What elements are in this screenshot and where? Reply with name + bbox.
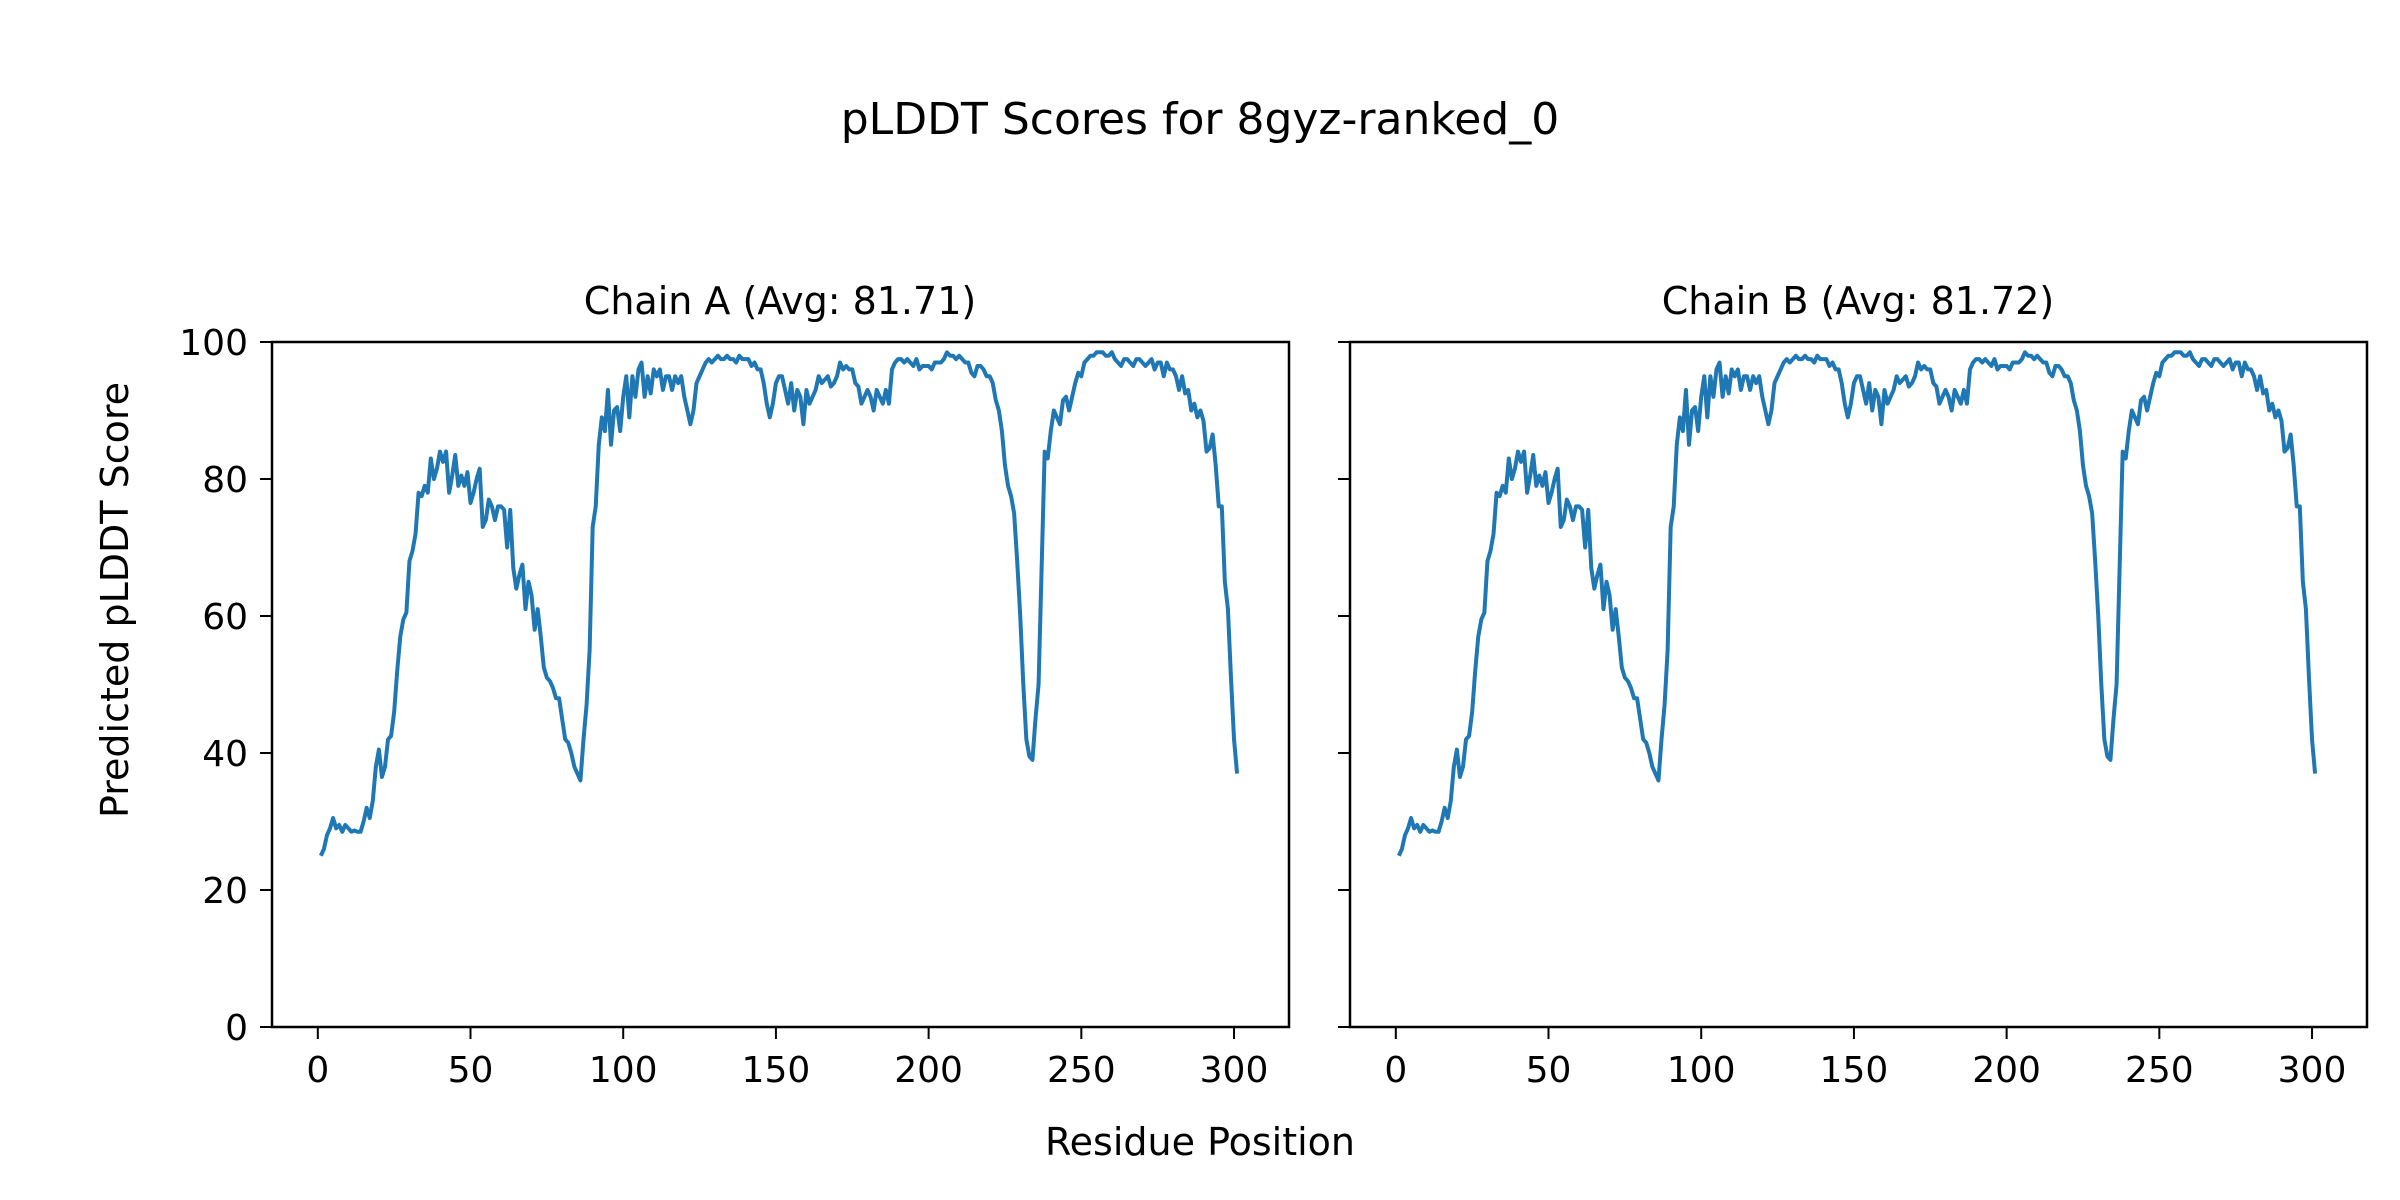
chain-b-x-tick-label: 150 [1820,1050,1889,1091]
chain-a-panel: Chain A (Avg: 81.71) 0 50 100 150 200 250 300 0… [179,279,1291,1091]
chain-a-plddt-line [319,350,1240,857]
chain-b-title: Chain B (Avg: 81.72) [1662,279,2054,323]
y-axis-label: Predicted pLDDT Score [93,382,137,818]
chain-a-y-tick-label: 0 [225,1008,248,1049]
chain-a-y-tick-label: 20 [202,871,248,912]
chain-a-x-tick-label: 100 [589,1050,658,1091]
chain-a-title: Chain A (Avg: 81.71) [584,279,976,323]
chain-b-x-tick-label: 50 [1526,1050,1572,1091]
chain-a-x-tick-label: 300 [1200,1050,1269,1091]
chain-a-x-tick-label: 200 [894,1050,963,1091]
chain-a-axes-frame [270,340,1291,1029]
x-axis-label: Residue Position [1045,1120,1355,1164]
chain-a-x-tick-label: 250 [1047,1050,1116,1091]
chain-b-x-tick-label: 100 [1667,1050,1736,1091]
chain-b-x-tick-label: 300 [2278,1050,2347,1091]
chain-a-y-tick-label: 80 [202,460,248,501]
chain-b-plddt-line [1397,350,2318,857]
chain-a-x-tick-label: 50 [448,1050,494,1091]
chain-a-x-tick-label: 150 [742,1050,811,1091]
chain-a-y-tick-label: 100 [179,323,248,364]
chain-a-y-tick-label: 60 [202,597,248,638]
chain-b-axes-frame [1348,340,2369,1029]
chain-a-x-tick-label: 0 [306,1050,329,1091]
chain-b-panel: Chain B (Avg: 81.72) 0 50 100 150 200 250 300 [1338,279,2369,1091]
chain-b-x-tick-label: 250 [2125,1050,2194,1091]
chain-a-y-tick-label: 40 [202,734,248,775]
chain-b-x-tick-label: 200 [1972,1050,2041,1091]
chain-b-x-tick-label: 0 [1384,1050,1407,1091]
figure-title: pLDDT Scores for 8gyz-ranked_0 [841,94,1559,145]
